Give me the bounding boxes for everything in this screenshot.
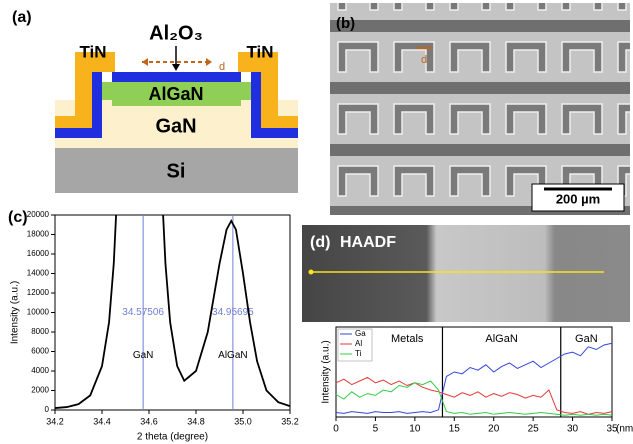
x-tick-label: 35.0	[234, 416, 252, 426]
reference-label: 34.57506	[122, 307, 164, 318]
x-tick-label: 34.8	[187, 416, 205, 426]
tin-right	[261, 116, 298, 128]
y-axis-label: Intensity (a.u.)	[10, 281, 21, 344]
si-layer	[55, 148, 298, 193]
y-tick-label: 2000	[31, 386, 49, 395]
pointer-head	[172, 64, 180, 71]
y-tick-label: 6000	[31, 347, 49, 356]
scan-start	[308, 269, 314, 275]
y-tick-label: 18000	[27, 230, 50, 239]
layer-label: AlGaN	[148, 84, 203, 104]
x-tick-label: 15	[449, 424, 461, 435]
legend-label: Ti	[355, 349, 362, 358]
peak-label: GaN	[133, 350, 154, 361]
data-line	[162, 214, 291, 407]
panel-label: (c)	[8, 209, 28, 226]
y-tick-label: 4000	[31, 366, 49, 375]
haadf-picture	[302, 225, 630, 322]
d-label: d	[219, 61, 225, 73]
legend-box	[337, 328, 373, 362]
tin-right	[261, 52, 278, 124]
x-tick-label: 35.2	[281, 416, 299, 426]
legend-label: Al	[355, 339, 362, 348]
layer-label: Al₂O₃	[149, 22, 203, 44]
data-line	[335, 380, 613, 416]
tin-left	[75, 52, 92, 124]
y-tick-label: 12000	[27, 288, 50, 297]
tin-left	[55, 116, 92, 128]
layer-label: GaN	[155, 115, 196, 137]
y-tick-label: 14000	[27, 269, 50, 278]
x-axis-label: (nm)	[616, 424, 633, 435]
haadf-image: (d) HAADF	[302, 225, 630, 322]
x-tick-label: 34.6	[140, 416, 158, 426]
plot-frame	[54, 214, 291, 411]
d-label: d	[421, 54, 427, 66]
legend-label: Ga	[355, 329, 366, 338]
algan-layer	[112, 82, 241, 106]
data-line	[54, 214, 117, 409]
x-tick-label: 5	[373, 424, 379, 435]
x-tick-label: 0	[333, 424, 339, 435]
y-tick-label: 10000	[27, 308, 50, 317]
layer-label: TiN	[246, 42, 273, 61]
reference-label: 34.95695	[212, 307, 254, 318]
y-tick-label: 0	[45, 405, 50, 414]
x-tick-label: 30	[567, 424, 579, 435]
x-axis-label: 2 theta (degree)	[137, 432, 208, 443]
device-diagram: (a) Al₂O₃ TiN TiN d AlGaN GaN Si	[12, 9, 298, 193]
x-tick-label: 10	[409, 424, 421, 435]
scale-bar-label: 200 µm	[556, 191, 600, 206]
dielectric	[251, 72, 261, 138]
micrograph: (b) d 200 µm	[330, 3, 630, 215]
algan-edge	[241, 82, 251, 100]
y-axis-label: Intensity (a.u.)	[321, 340, 332, 403]
layer-label: Si	[167, 160, 186, 182]
region-label: Metals	[391, 333, 424, 345]
panel-label: (d)	[310, 234, 330, 251]
micrograph-image	[330, 3, 630, 215]
dielectric	[92, 72, 102, 138]
y-tick-label: 16000	[27, 249, 50, 258]
panel-label: (a)	[12, 9, 32, 26]
al2o3-layer	[112, 72, 241, 82]
x-tick-label: 34.2	[46, 416, 64, 426]
panel-label: (b)	[336, 15, 355, 32]
y-tick-label: 20000	[27, 210, 50, 219]
x-tick-label: 20	[488, 424, 500, 435]
y-tick-label: 8000	[31, 327, 49, 336]
algan-edge	[102, 82, 112, 100]
peak-label: AlGaN	[218, 350, 247, 361]
dielectric	[55, 128, 102, 138]
x-tick-label: 34.4	[93, 416, 111, 426]
mode-label: HAADF	[340, 234, 396, 251]
plot-frame	[335, 326, 613, 418]
x-tick-label: 25	[528, 424, 540, 435]
region-label: AlGaN	[485, 333, 517, 345]
dielectric	[251, 128, 298, 138]
region-label: GaN	[575, 333, 598, 345]
layer-label: TiN	[79, 42, 106, 61]
data-line	[335, 376, 613, 415]
data-line	[335, 342, 613, 414]
x-tick-label: 35	[606, 424, 618, 435]
